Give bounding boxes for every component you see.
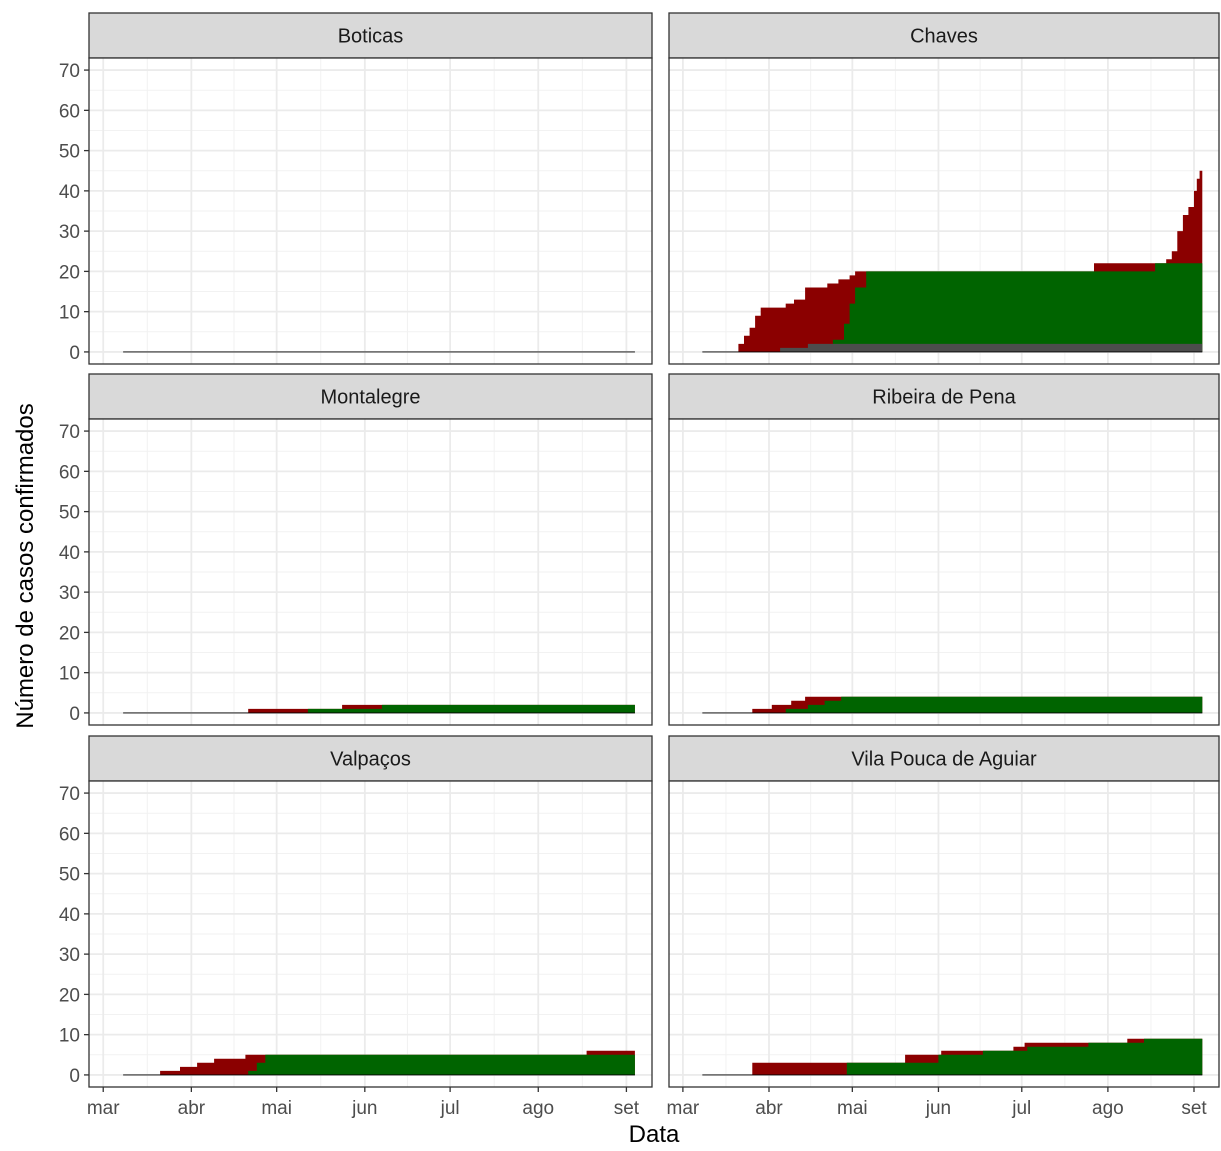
panel-border	[668, 418, 1220, 726]
y-tick-label: 60	[59, 824, 80, 845]
y-tick-label: 50	[59, 142, 80, 163]
facet-title: Valpaços	[330, 749, 411, 771]
x-tick-label: ago	[522, 1098, 554, 1119]
y-tick-label: 40	[59, 543, 80, 564]
recovered-cases-area	[702, 1038, 1203, 1075]
x-tick-label: jun	[925, 1098, 951, 1119]
facet-strip	[668, 735, 1220, 782]
y-tick-label: 70	[59, 784, 80, 805]
x-tick-label: jul	[440, 1098, 460, 1119]
facet-strip	[88, 12, 653, 59]
x-tick-label: ago	[1092, 1098, 1124, 1119]
y-tick-label: 0	[69, 704, 80, 725]
y-tick-label: 20	[59, 623, 80, 644]
panel-border	[88, 418, 653, 726]
facet-panels: Boticas 0 10 20 30 40 50 60 70 Chaves Montalegre 0 1…	[59, 12, 1220, 1119]
facet-vila-pouca-de-aguiar: Vila Pouca de Aguiar mar abr mai jun jul ago se…	[667, 735, 1220, 1119]
recovered-cases-area	[123, 704, 635, 713]
x-tick-label: set	[614, 1098, 640, 1119]
y-tick-label: 70	[59, 422, 80, 443]
y-axis-title: Número de casos confirmados	[12, 403, 39, 728]
panel-border	[88, 780, 653, 1088]
facet-title: Montalegre	[320, 387, 420, 409]
facet-strip	[88, 373, 653, 420]
x-tick-label: abr	[755, 1098, 783, 1119]
x-tick-label: abr	[178, 1098, 206, 1119]
panel-border	[88, 57, 653, 365]
recovered-cases-area	[123, 1054, 635, 1075]
deaths-cases-area	[702, 343, 1203, 352]
facet-strip	[668, 12, 1220, 59]
y-tick-label: 50	[59, 865, 80, 886]
x-tick-label: jun	[351, 1098, 377, 1119]
x-tick-label: set	[1181, 1098, 1207, 1119]
panel-border	[668, 57, 1220, 365]
x-tick-label: mar	[667, 1098, 700, 1119]
y-tick-label: 0	[69, 1066, 80, 1087]
facet-strip	[88, 735, 653, 782]
y-tick-label: 20	[59, 985, 80, 1006]
facet-valpaços: Valpaços 0 10 20 30 40 50 60 70 mar abr mai jun jul ag…	[59, 735, 653, 1119]
y-tick-label: 10	[59, 664, 80, 685]
y-tick-label: 10	[59, 1026, 80, 1047]
x-tick-label: mar	[87, 1098, 120, 1119]
facet-chaves: Chaves	[668, 12, 1220, 365]
x-tick-label: mai	[837, 1098, 868, 1119]
y-tick-label: 30	[59, 583, 80, 604]
recovered-cases-area	[702, 696, 1203, 713]
facet-strip	[668, 373, 1220, 420]
facet-ribeira-de-pena: Ribeira de Pena	[668, 373, 1220, 726]
x-tick-label: jul	[1011, 1098, 1031, 1119]
y-tick-label: 50	[59, 503, 80, 524]
y-tick-label: 60	[59, 101, 80, 122]
y-tick-label: 30	[59, 945, 80, 966]
y-tick-label: 10	[59, 303, 80, 324]
y-tick-label: 20	[59, 262, 80, 283]
panel-border	[668, 780, 1220, 1088]
x-axis-title: Data	[629, 1121, 680, 1148]
y-tick-label: 0	[69, 343, 80, 364]
x-tick-label: mai	[261, 1098, 292, 1119]
recovered-cases-area	[702, 263, 1203, 352]
y-tick-label: 40	[59, 182, 80, 203]
y-tick-label: 60	[59, 462, 80, 483]
y-tick-label: 70	[59, 61, 80, 82]
facet-montalegre: Montalegre 0 10 20 30 40 50 60 70	[59, 373, 653, 726]
facet-title: Vila Pouca de Aguiar	[851, 749, 1037, 771]
facet-boticas: Boticas 0 10 20 30 40 50 60 70	[59, 12, 653, 365]
facet-title: Chaves	[910, 26, 978, 48]
facet-title: Ribeira de Pena	[872, 387, 1016, 409]
y-tick-label: 30	[59, 222, 80, 243]
facet-title: Boticas	[338, 26, 404, 48]
y-tick-label: 40	[59, 905, 80, 926]
